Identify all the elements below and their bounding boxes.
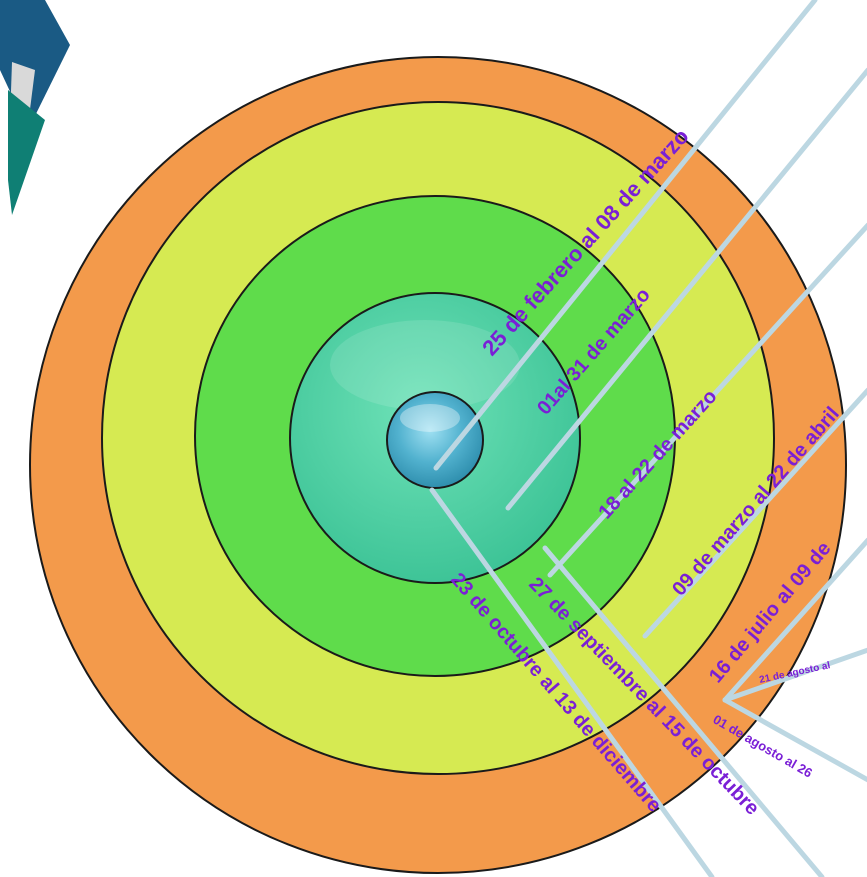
ring-teal-highlight <box>330 320 520 410</box>
leader-line-8 <box>542 545 825 877</box>
center-circle <box>386 391 484 489</box>
leader-line-7 <box>722 697 867 783</box>
leader-line-6 <box>722 647 867 703</box>
leader-line-3 <box>547 222 867 578</box>
leader-line-9 <box>429 487 715 877</box>
leader-line-4 <box>642 387 867 639</box>
center-highlight <box>400 404 460 432</box>
leader-line-5 <box>722 537 867 703</box>
decorative-teal-shape <box>8 90 45 215</box>
leader-line-2 <box>505 67 867 511</box>
leader-line-1 <box>433 0 818 471</box>
